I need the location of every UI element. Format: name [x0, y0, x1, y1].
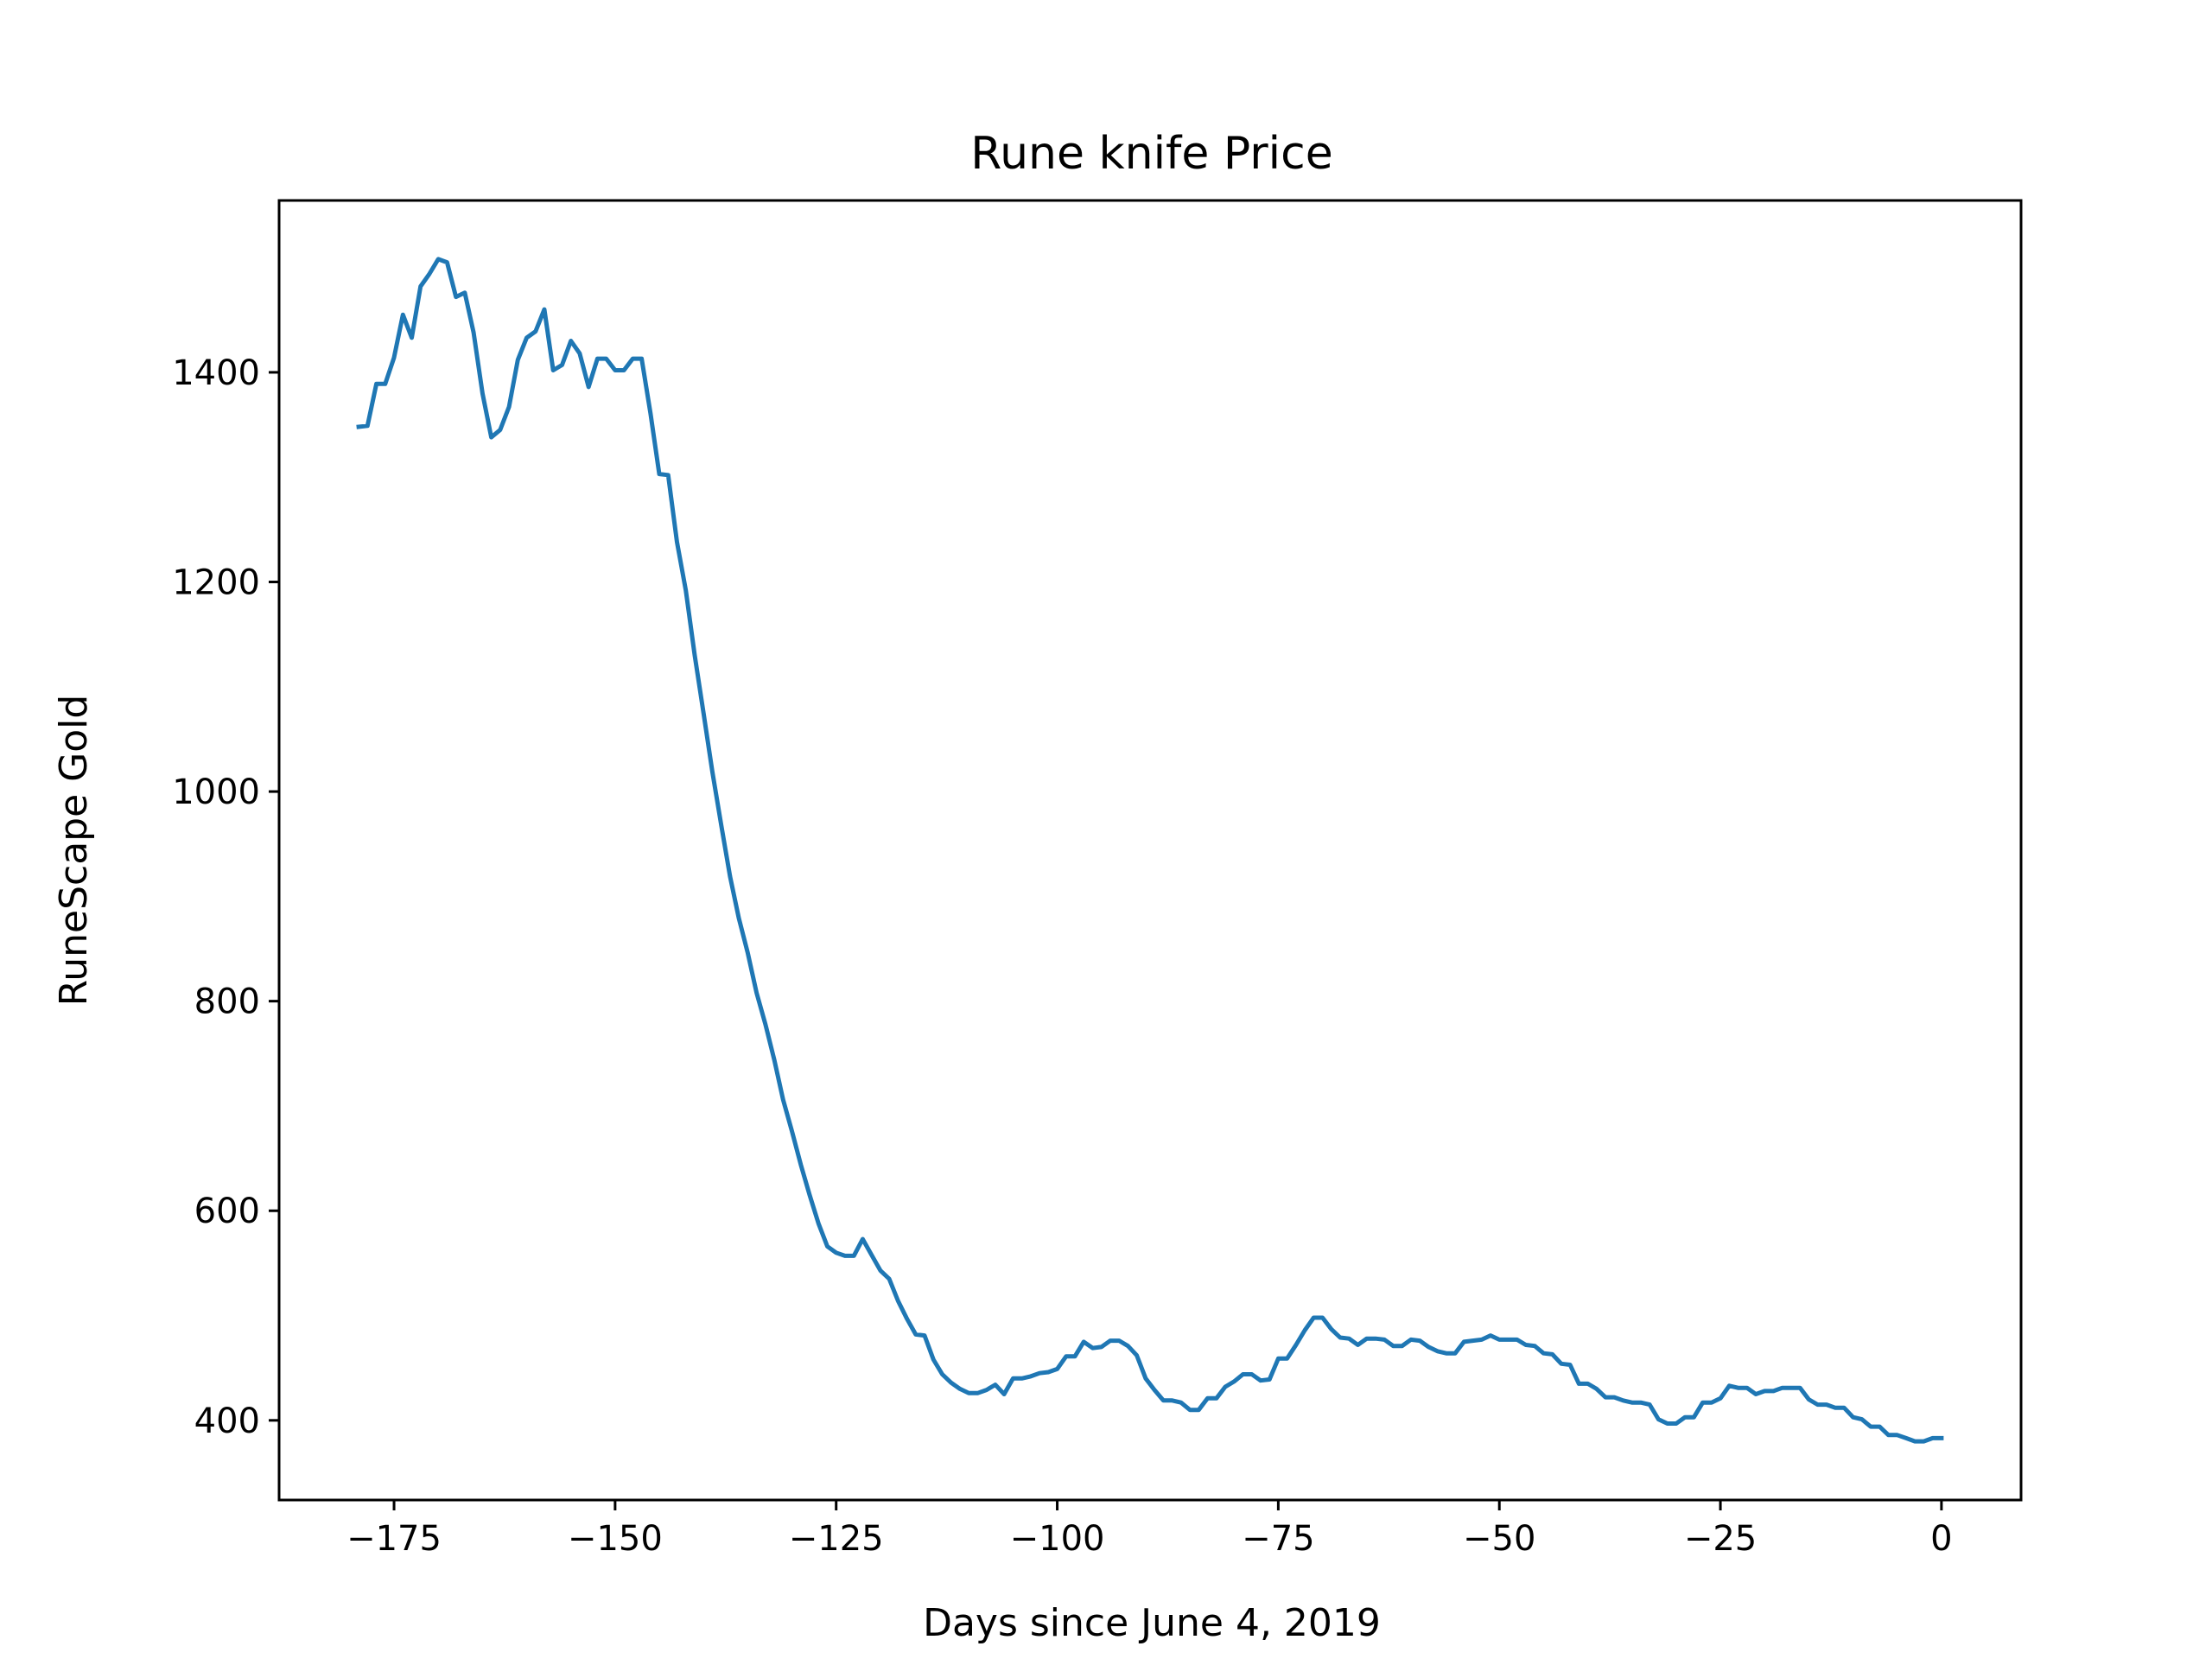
y-tick-label: 1000	[172, 772, 260, 812]
x-tick-label: −50	[1463, 1519, 1535, 1559]
x-tick-label: −100	[1010, 1519, 1105, 1559]
chart-title: Rune knife Price	[970, 128, 1332, 180]
y-tick-label: 1200	[172, 563, 260, 602]
x-tick-label: 0	[1930, 1519, 1952, 1559]
y-tick-label: 400	[194, 1402, 260, 1441]
plot-area-frame	[277, 199, 2023, 1502]
x-tick-label: −175	[346, 1519, 442, 1559]
y-axis-title: RuneScape Gold	[52, 695, 96, 1007]
x-axis-ticks: −175 −150 −125 −100 −75 −50 −25 0	[346, 1500, 1953, 1559]
y-tick-label: 1400	[172, 353, 260, 393]
x-tick-label: −125	[789, 1519, 884, 1559]
y-tick-label: 600	[194, 1192, 260, 1231]
plot-line-group	[356, 257, 1944, 1444]
x-tick-label: −75	[1242, 1519, 1314, 1559]
y-axis-ticks: 400 600 800 1000 1200 1400	[172, 353, 279, 1441]
x-axis-title: Days since June 4, 2019	[923, 1601, 1381, 1645]
x-tick-label: −25	[1684, 1519, 1757, 1559]
x-tick-label: −150	[568, 1519, 663, 1559]
y-tick-label: 800	[194, 982, 260, 1022]
price-series-line	[356, 257, 1944, 1444]
